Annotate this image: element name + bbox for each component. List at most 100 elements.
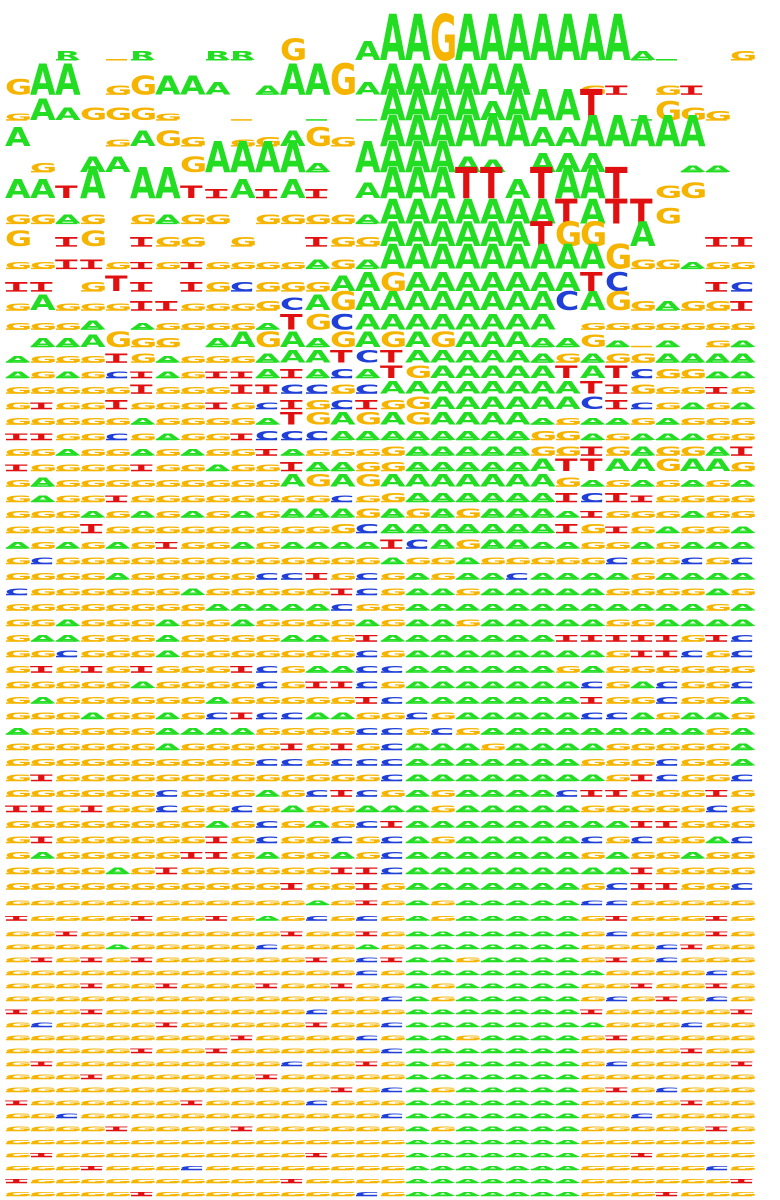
logo-tick <box>581 702 602 704</box>
logo-letter-g: G <box>130 882 157 892</box>
logo-letter-g: G <box>655 789 682 799</box>
logo-tick <box>306 640 327 642</box>
logo-tick <box>331 934 352 937</box>
logo-tick <box>731 267 752 270</box>
logo-tick <box>656 795 677 797</box>
logo-letter-g: G <box>280 866 307 876</box>
logo-tick <box>231 1168 252 1171</box>
logo-tick <box>206 1012 227 1015</box>
logo-tick <box>331 516 352 518</box>
logo-tick <box>556 423 577 425</box>
logo-letter-a: A <box>455 1191 482 1197</box>
logo-tick <box>6 810 27 813</box>
logo-letter-a: A <box>580 773 606 783</box>
logo-letter-g: G <box>5 820 32 830</box>
logo-tick <box>6 1168 27 1171</box>
logo-tick <box>181 1194 202 1197</box>
logo-letter-a: A <box>530 81 556 130</box>
logo-tick <box>481 973 502 976</box>
logo-letter-r: R <box>130 48 155 63</box>
logo-tick <box>56 407 77 410</box>
logo-tick <box>406 438 427 441</box>
logo-letter-a: A <box>655 351 681 366</box>
logo-tick <box>631 609 652 611</box>
logo-letter-a: A <box>330 851 356 861</box>
logo-tick <box>206 1038 227 1041</box>
logo-tick <box>581 986 602 989</box>
logo-letter-g: G <box>730 1139 757 1145</box>
logo-letter-g: G <box>30 448 57 458</box>
logo-tick <box>156 1155 177 1158</box>
logo-letter-g: G <box>455 727 482 737</box>
logo-letter-g: G <box>355 1139 382 1145</box>
logo-tick <box>406 1025 427 1028</box>
logo-tick <box>256 1051 277 1054</box>
logo-tick <box>306 516 327 518</box>
logo-letter-a: A <box>530 758 556 768</box>
logo-tick <box>531 1038 552 1041</box>
logo-tick <box>481 438 502 441</box>
logo-letter-g: G <box>680 789 707 799</box>
logo-letter-g: G <box>5 1047 32 1054</box>
logo-letter-a: A <box>655 432 681 442</box>
logo-tick <box>381 531 402 534</box>
logo-tick <box>181 145 202 147</box>
logo-letter-g: G <box>305 1047 332 1054</box>
logo-letter-a: A <box>455 1099 481 1106</box>
logo-letter-t: T <box>30 835 53 845</box>
logo-letter-a: A <box>505 727 531 737</box>
logo-letter-t: T <box>205 835 228 845</box>
logo-tick <box>731 290 752 292</box>
logo-tick <box>306 1194 327 1197</box>
logo-letter-g: G <box>430 1060 457 1067</box>
logo-tick <box>81 1025 102 1028</box>
logo-letter-g: G <box>105 1021 132 1028</box>
logo-tick <box>481 1181 502 1184</box>
logo-letter-g: G <box>705 758 732 768</box>
logo-tick <box>556 1077 577 1080</box>
logo-letter-a: A <box>380 521 406 536</box>
logo-tick <box>456 947 477 950</box>
logo-tick <box>131 986 152 989</box>
logo-letter-a: A <box>555 649 581 659</box>
logo-letter-c: C <box>355 727 379 737</box>
logo-letter-a: A <box>205 463 231 473</box>
logo-tick <box>306 392 327 394</box>
logo-tick <box>706 1064 727 1067</box>
logo-letter-t: T <box>355 634 378 644</box>
logo-tick <box>331 748 352 751</box>
logo-tick <box>231 290 252 292</box>
logo-tick <box>531 986 552 989</box>
logo-tick <box>281 1051 302 1054</box>
logo-tick <box>156 1090 177 1093</box>
logo-letter-t: T <box>605 1034 629 1041</box>
logo-tick <box>706 1077 727 1080</box>
logo-letter-a: A <box>480 969 506 976</box>
logo-tick <box>331 245 352 247</box>
logo-tick <box>31 454 52 456</box>
logo-tick <box>281 500 302 503</box>
logo-tick <box>581 93 602 95</box>
logo-letter-t: T <box>30 665 53 675</box>
logo-letter-g: G <box>380 444 407 459</box>
logo-letter-a: A <box>130 417 156 427</box>
logo-letter-g: G <box>280 914 307 921</box>
logo-tick <box>306 624 327 627</box>
logo-letter-a: A <box>705 587 731 597</box>
logo-tick <box>356 1051 377 1054</box>
logo-tick <box>331 717 352 720</box>
logo-letter-g: G <box>730 1191 757 1197</box>
logo-letter-a: A <box>355 541 381 551</box>
logo-tick <box>56 578 77 580</box>
logo-letter-g: G <box>255 279 282 294</box>
logo-letter-g: G <box>605 680 632 690</box>
logo-tick <box>156 1025 177 1028</box>
logo-tick <box>356 764 377 766</box>
logo-letter-a: A <box>530 649 556 659</box>
logo-letter-a: A <box>505 1125 531 1132</box>
logo-letter-c: C <box>380 1112 404 1119</box>
logo-letter-a: A <box>530 789 556 799</box>
logo-tick <box>356 500 377 503</box>
logo-tick <box>631 267 652 270</box>
logo-letter-c: C <box>380 851 404 861</box>
